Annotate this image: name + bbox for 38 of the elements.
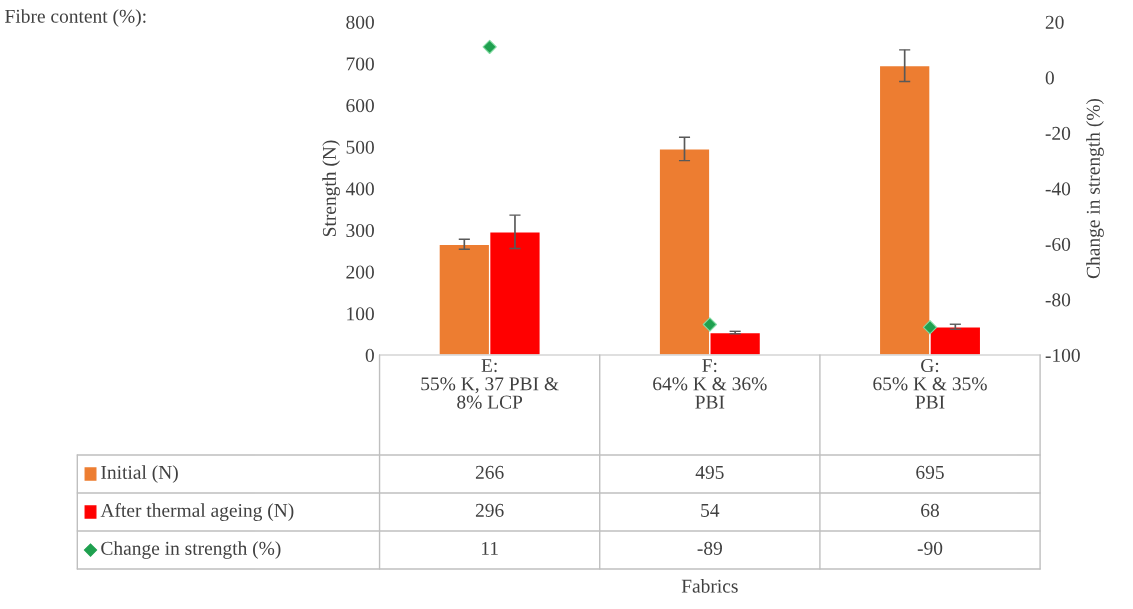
data-label: -90 [917, 541, 943, 555]
data-label: 68 [921, 503, 939, 517]
y2-tick-label: -20 [1045, 126, 1071, 140]
y2-tick-label: 0 [1045, 71, 1054, 85]
text: Fabrics [681, 579, 738, 593]
y-tick-label: 200 [346, 265, 374, 279]
y-axis-title: Strength (N) [322, 140, 340, 237]
point [702, 317, 717, 332]
point [922, 320, 938, 335]
data-label: 11 [482, 541, 498, 555]
y2-axis-title: Change in strength (%) [1086, 98, 1104, 279]
y2-tick-label: 20 [1045, 15, 1064, 29]
data-label: 495 [695, 465, 724, 479]
y-tick-label: 700 [346, 57, 374, 71]
data-label: -89 [697, 541, 722, 555]
y-tick-label: 600 [346, 99, 374, 113]
x-tick-label: F: 64% K & 36% PBI [653, 359, 767, 409]
y-tick-label: 300 [346, 223, 374, 238]
y-tick-label: 400 [345, 182, 374, 196]
x-tick-label: G: 65% K & 35% PBI [873, 358, 987, 409]
x-tick-label: E: 55% K, 37 PBI & 8% LCP [421, 359, 559, 409]
y2-tick-label: -40 [1045, 182, 1071, 196]
data-label: 266 [475, 465, 504, 479]
data-label: 54 [701, 503, 720, 517]
legend-label: Change in strength (%) [101, 541, 281, 559]
data-label: 695 [916, 465, 944, 479]
data-label: 296 [475, 503, 504, 517]
text: Fibre content (%): [5, 9, 146, 27]
y-tick-label: 100 [347, 307, 374, 321]
y-tick-label: 500 [346, 140, 374, 154]
y-tick-label: 0 [365, 348, 374, 362]
y2-tick-label: -80 [1045, 293, 1071, 307]
legend-label: Initial (N) [101, 465, 178, 483]
y2-tick-label: -100 [1045, 348, 1080, 362]
y2-tick-label: -60 [1045, 237, 1071, 251]
legend-label: After thermal ageing (N) [100, 503, 294, 521]
y-tick-label: 800 [346, 15, 374, 29]
point [482, 39, 497, 55]
